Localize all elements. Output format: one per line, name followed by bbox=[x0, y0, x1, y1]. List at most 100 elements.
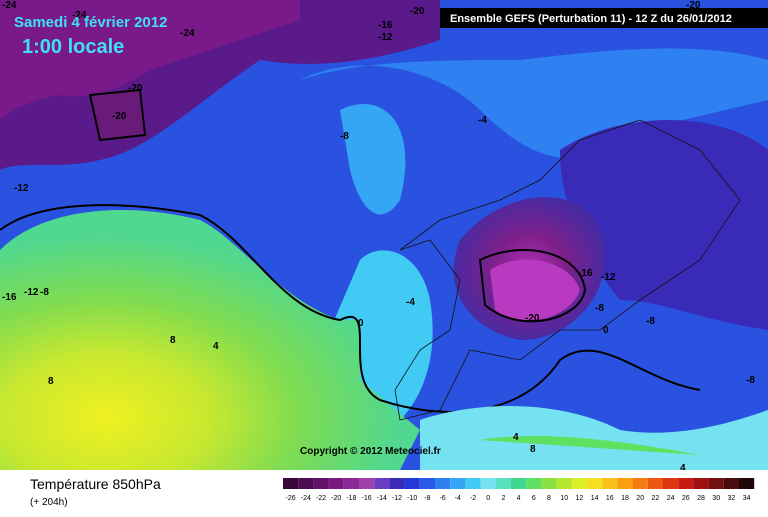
colorbar-label: -6 bbox=[439, 495, 445, 502]
colorbar-swatch bbox=[708, 478, 724, 489]
colorbar-swatch bbox=[435, 478, 451, 489]
contour-label: -24 bbox=[72, 10, 87, 21]
colorbar-label: 0 bbox=[486, 495, 490, 502]
contour-label: 4 bbox=[213, 341, 219, 352]
colorbar-label: 6 bbox=[532, 495, 536, 502]
colorbar-swatch bbox=[465, 478, 481, 489]
parameter: Température 850hPa bbox=[30, 476, 161, 492]
colorbar-swatch bbox=[298, 478, 314, 489]
contour-label: -12 bbox=[378, 32, 393, 43]
map-time: 1:00 locale bbox=[22, 36, 124, 58]
colorbar-label: 28 bbox=[697, 495, 705, 502]
colorbar-label: 32 bbox=[728, 495, 736, 502]
contour-label: -20 bbox=[112, 111, 127, 122]
colorbar-swatch bbox=[723, 478, 739, 489]
colorbar-label: -10 bbox=[407, 495, 417, 502]
contour-label: -4 bbox=[478, 115, 487, 126]
colorbar-label: 18 bbox=[621, 495, 629, 502]
colorbar-swatch bbox=[495, 478, 511, 489]
colorbar-swatch bbox=[571, 478, 587, 489]
colorbar-swatch bbox=[556, 478, 572, 489]
contour-label: -20 bbox=[525, 313, 540, 324]
colorbar-label: 4 bbox=[517, 495, 521, 502]
colorbar-label: 30 bbox=[712, 495, 720, 502]
colorbar-swatch bbox=[283, 478, 299, 489]
contour-label: -12 bbox=[601, 272, 616, 283]
contour-label: -8 bbox=[40, 287, 49, 298]
contour-label: 8 bbox=[48, 376, 54, 387]
contour-label: -8 bbox=[646, 316, 655, 327]
colorbar-swatch bbox=[663, 478, 679, 489]
colorbar-swatch bbox=[480, 478, 496, 489]
colorbar-swatch bbox=[511, 478, 527, 489]
contour-label: -24 bbox=[2, 0, 17, 11]
colorbar-label: -24 bbox=[301, 495, 311, 502]
contour-labels: -24-24-24-20-20-16-12-20-20-8-4-12-16 -12… bbox=[2, 0, 755, 474]
colorbar-swatch bbox=[419, 478, 435, 489]
colorbar-label: -8 bbox=[424, 495, 430, 502]
colorbar-label: 12 bbox=[576, 495, 584, 502]
colorbar-label: 2 bbox=[501, 495, 505, 502]
contour-label: -8 bbox=[595, 303, 604, 314]
colorbar-swatch bbox=[602, 478, 618, 489]
colorbar-swatch bbox=[359, 478, 375, 489]
model-box bbox=[440, 8, 768, 28]
contour-label: -24 bbox=[180, 28, 195, 39]
contour-label: 0 bbox=[603, 325, 609, 336]
contour-label: -20 bbox=[686, 0, 701, 11]
colorbar-label: -2 bbox=[470, 495, 476, 502]
colorbar-swatch bbox=[541, 478, 557, 489]
colorbar-label: -12 bbox=[392, 495, 402, 502]
contour-label: -12 bbox=[24, 287, 39, 298]
colorbar-label: -14 bbox=[377, 495, 387, 502]
contour-label: -20 bbox=[128, 83, 143, 94]
colorbar-label: 26 bbox=[682, 495, 690, 502]
colorbar-label: -22 bbox=[316, 495, 326, 502]
colorbar: -26 -24 -22 -20 -18 -16 -14 -12 -10 -8 -6 -4 -2 0 2 4 6 8… bbox=[283, 478, 755, 502]
contour-label: -8 bbox=[340, 131, 349, 142]
copyright: Copyright © 2012 Meteociel.fr bbox=[300, 446, 441, 457]
colorbar-swatch bbox=[632, 478, 648, 489]
colorbar-label: 10 bbox=[560, 495, 568, 502]
colorbar-label: -20 bbox=[331, 495, 341, 502]
colorbar-label: 20 bbox=[636, 495, 644, 502]
colorbar-swatch bbox=[693, 478, 709, 489]
lead-time: (+ 204h) bbox=[30, 497, 68, 508]
colorbar-label: -26 bbox=[286, 495, 296, 502]
colorbar-label: 14 bbox=[591, 495, 599, 502]
colorbar-label: -18 bbox=[346, 495, 356, 502]
colorbar-label: 16 bbox=[606, 495, 614, 502]
colorbar-label: -16 bbox=[362, 495, 372, 502]
colorbar-swatch bbox=[313, 478, 329, 489]
colorbar-swatch bbox=[526, 478, 542, 489]
contour-label: 8 bbox=[530, 444, 536, 455]
colorbar-label: 24 bbox=[667, 495, 675, 502]
contour-label: 4 bbox=[680, 463, 686, 474]
colorbar-label: 8 bbox=[547, 495, 551, 502]
colorbar-swatch bbox=[647, 478, 663, 489]
colorbar-swatch bbox=[343, 478, 359, 489]
colorbar-swatch bbox=[678, 478, 694, 489]
colorbar-swatch bbox=[617, 478, 633, 489]
colorbar-swatch bbox=[450, 478, 466, 489]
colorbar-swatch bbox=[404, 478, 420, 489]
contour-label: -4 bbox=[406, 297, 415, 308]
contour-label: 0 bbox=[358, 318, 364, 329]
contour-label: -12 bbox=[14, 183, 29, 194]
contour-label: -8 bbox=[746, 375, 755, 386]
model-info: Ensemble GEFS (Perturbation 11) - 12 Z d… bbox=[450, 13, 732, 25]
colorbar-swatch bbox=[389, 478, 405, 489]
map bbox=[0, 0, 768, 470]
colorbar-label: 34 bbox=[743, 495, 751, 502]
colorbar-swatch bbox=[374, 478, 390, 489]
colorbar-label: -4 bbox=[455, 495, 461, 502]
footer bbox=[0, 470, 768, 512]
colorbar-label: 22 bbox=[652, 495, 660, 502]
colorbar-swatch bbox=[587, 478, 603, 489]
contour-label: -20 bbox=[410, 6, 425, 17]
contour-label: 4 bbox=[513, 432, 519, 443]
colorbar-swatch bbox=[739, 478, 755, 489]
map-title: Samedi 4 février 2012 bbox=[14, 14, 167, 31]
contour-label: -16 bbox=[378, 20, 393, 31]
